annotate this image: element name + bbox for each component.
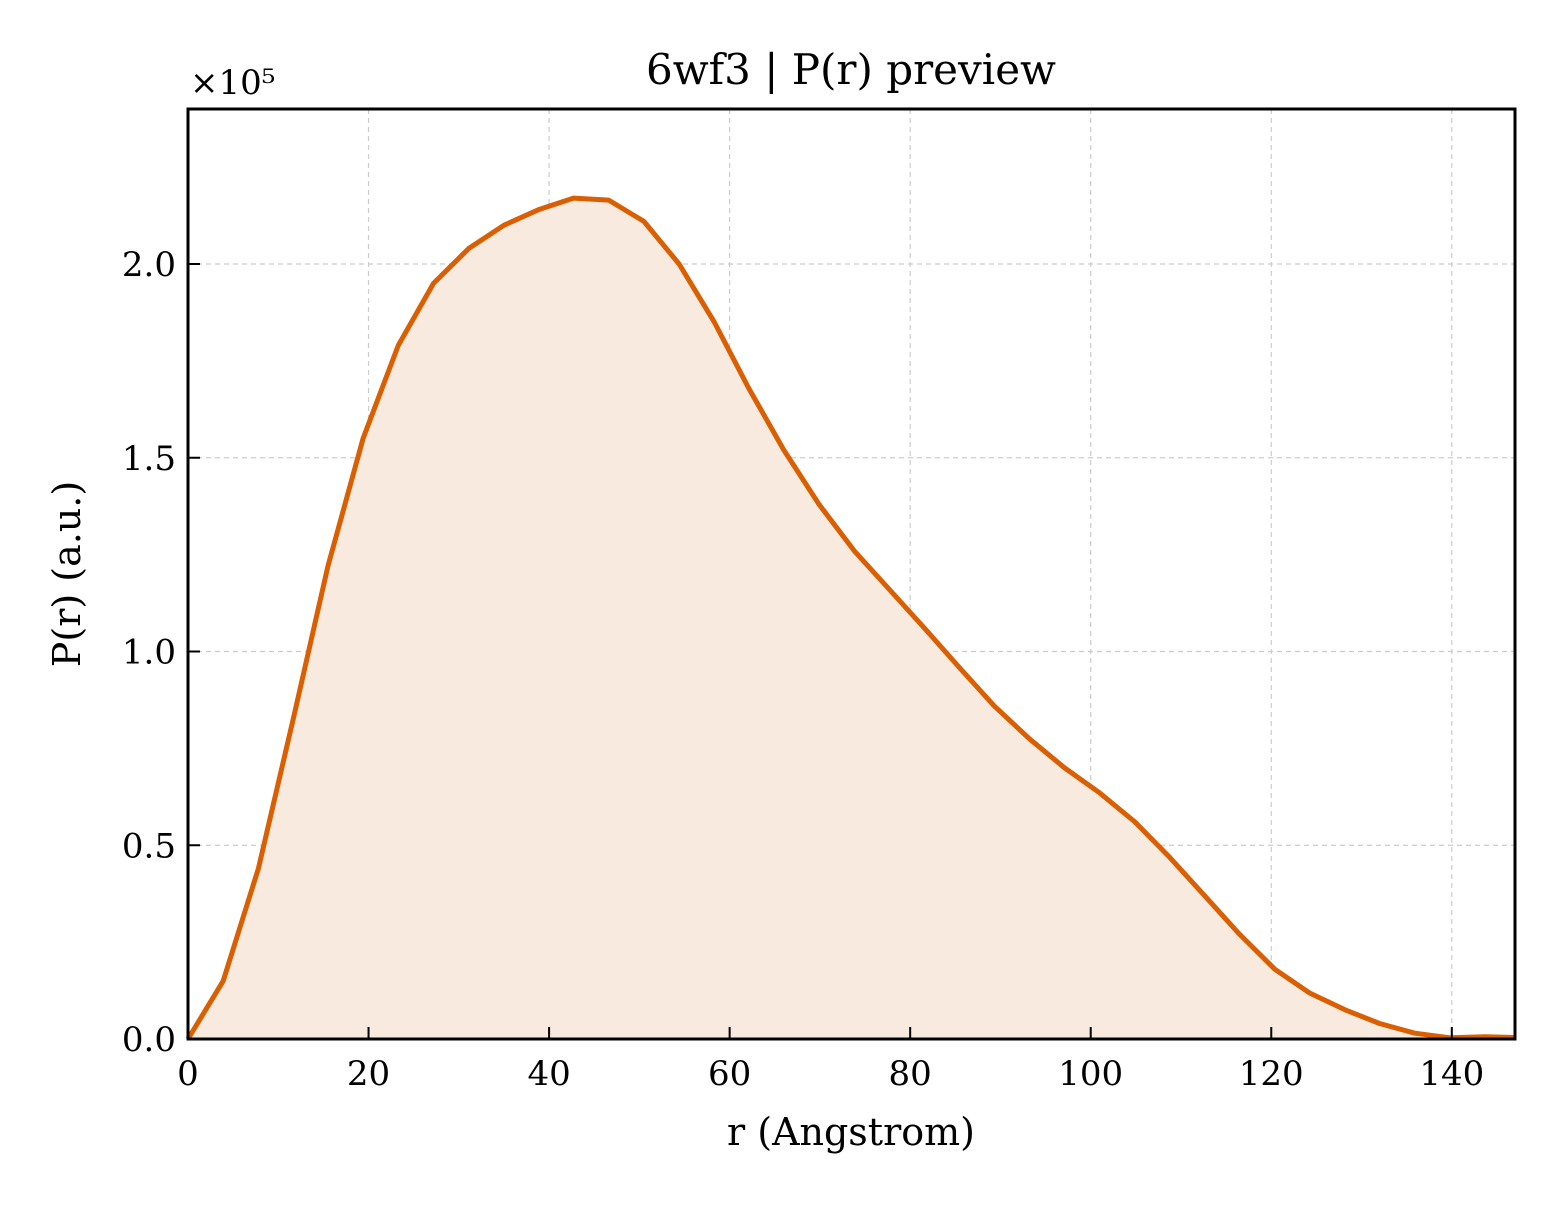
chart-title: 6wf3 | P(r) preview <box>646 45 1056 94</box>
y-axis-label: P(r) (a.u.) <box>45 481 89 667</box>
x-tick-label: 80 <box>889 1054 932 1094</box>
x-axis-ticks: 0 20 40 60 80 100 120 140 <box>177 1027 1484 1094</box>
y-scale-multiplier: ×10⁵ <box>190 63 275 103</box>
y-tick-label: 1.0 <box>122 633 176 673</box>
area-fill <box>188 198 1515 1040</box>
y-axis-ticks: 0.0 0.5 1.0 1.5 2.0 <box>122 245 200 1060</box>
series-line <box>185 195 1516 1041</box>
x-tick-label: 120 <box>1239 1054 1304 1094</box>
x-tick-label: 60 <box>708 1054 751 1094</box>
x-tick-label: 140 <box>1419 1054 1484 1094</box>
x-tick-label: 20 <box>347 1054 390 1094</box>
x-tick-label: 40 <box>527 1054 570 1094</box>
y-tick-label: 1.5 <box>122 439 176 479</box>
y-tick-label: 2.0 <box>122 245 176 285</box>
x-tick-label: 0 <box>177 1054 199 1094</box>
x-axis-label: r (Angstrom) <box>727 1110 975 1154</box>
y-tick-label: 0.0 <box>122 1020 176 1060</box>
plot-frame <box>186 107 1517 1041</box>
x-tick-label: 100 <box>1058 1054 1123 1094</box>
y-tick-label: 0.5 <box>122 826 176 866</box>
